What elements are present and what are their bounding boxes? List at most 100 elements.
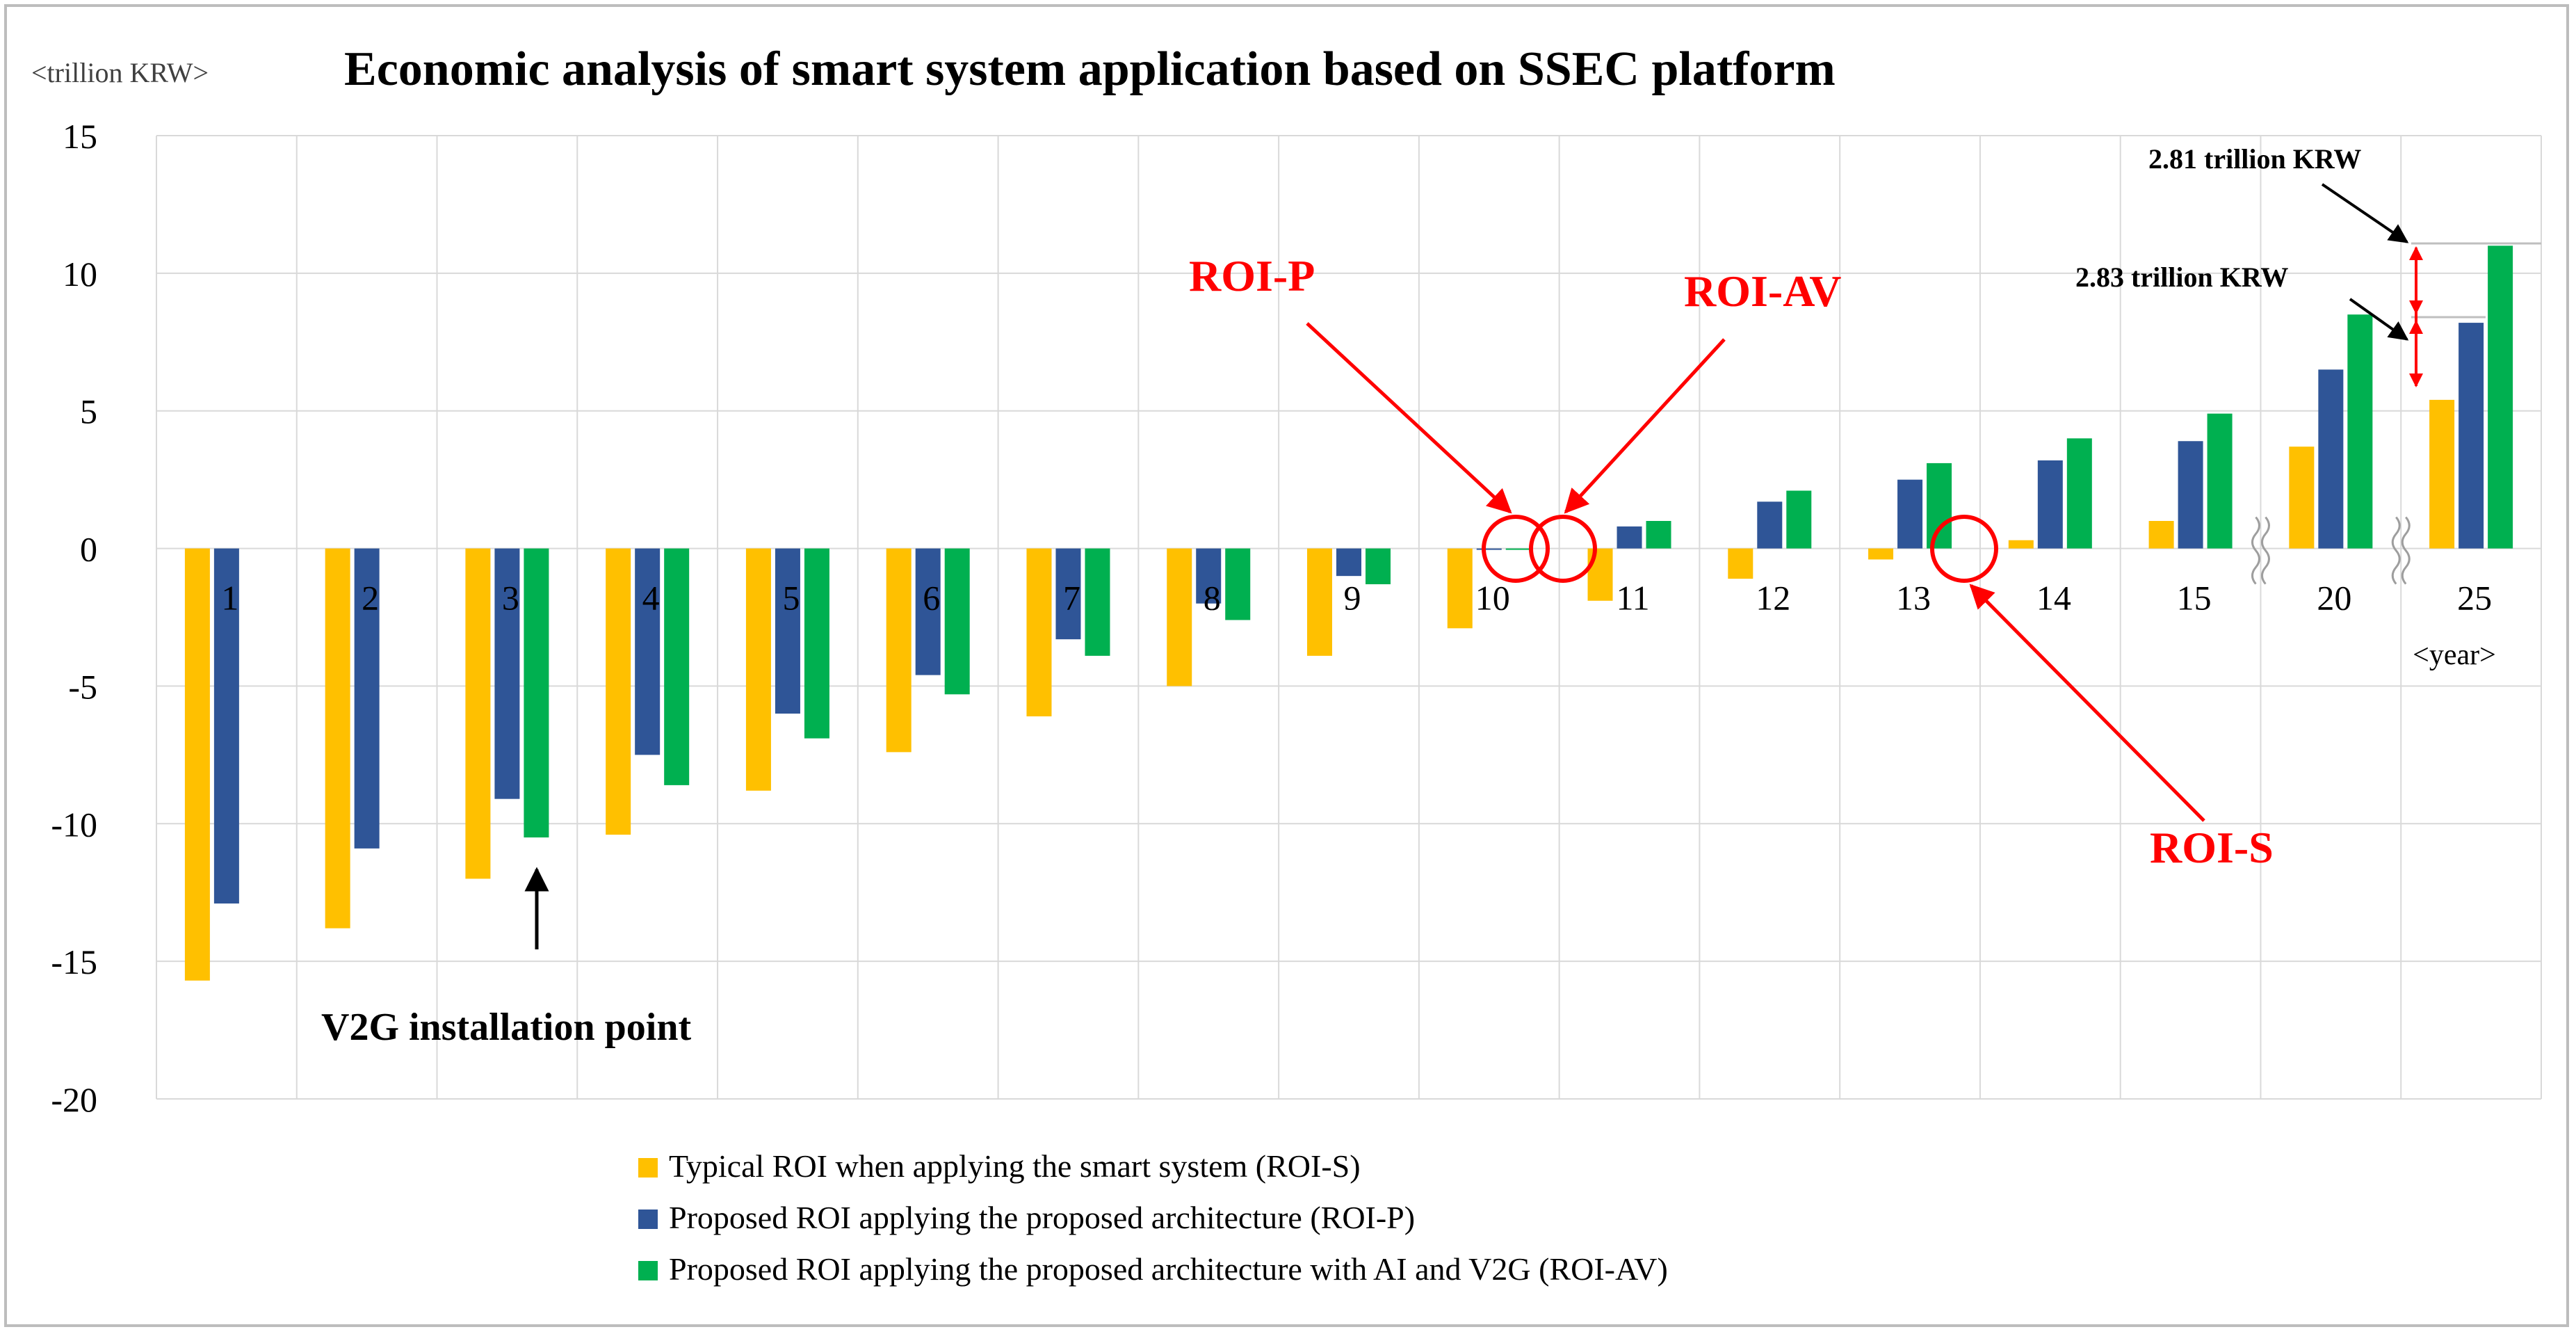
bar-roi-s-year-15 <box>2148 521 2174 549</box>
x-tick-label: 25 <box>2457 579 2492 618</box>
axis-break-mark <box>2401 516 2411 585</box>
roi-s-circle <box>1930 515 1998 583</box>
bar-roi-s-year-2 <box>325 548 350 929</box>
diff-label-2: 2.83 trillion KRW <box>2075 262 2288 293</box>
bar-roi-s-year-3 <box>465 548 491 879</box>
roi-av-circle <box>1529 515 1597 583</box>
x-tick-label: 14 <box>2036 579 2071 618</box>
bar-roi-s-year-6 <box>886 548 912 753</box>
x-tick-label: 11 <box>1616 579 1649 618</box>
bar-roi-s-year-9 <box>1307 548 1332 656</box>
x-tick-label: 6 <box>923 579 940 618</box>
y-axis-ticks: 15 10 5 0 -5 -10 -15 -20 <box>51 117 97 1119</box>
x-tick-label: 9 <box>1344 579 1361 618</box>
v2g-label: V2G installation point <box>321 1006 691 1049</box>
roi-p-arrow <box>1306 322 1512 514</box>
diff-label-1: 2.81 trillion KRW <box>2148 143 2361 175</box>
x-tick-label: 8 <box>1204 579 1221 618</box>
bar-roi-av-year-7 <box>1085 548 1110 656</box>
x-tick-label: 12 <box>1756 579 1790 618</box>
roi-av-label: ROI-AV <box>1684 266 1841 316</box>
bar-roi-av-year-4 <box>664 548 690 785</box>
x-tick-label: 20 <box>2317 579 2351 618</box>
bar-roi-av-year-6 <box>944 548 970 695</box>
chart-title: Economic analysis of smart system applic… <box>344 42 1836 96</box>
legend-swatch-roi-p <box>638 1210 658 1229</box>
bar-roi-p-year-6 <box>915 548 941 675</box>
bar-roi-p-year-5 <box>775 548 800 714</box>
bar-roi-p-year-3 <box>494 548 520 799</box>
y-tick-label: 5 <box>80 392 97 431</box>
y-tick-label: -15 <box>51 942 97 981</box>
y-tick-label: -20 <box>51 1080 97 1119</box>
chart-frame <box>4 4 2569 1327</box>
x-axis-ticks: 1 2 3 4 5 6 7 8 9 10 11 12 13 14 15 20 25 <box>221 579 2492 618</box>
legend: Typical ROI when applying the smart syst… <box>638 1148 1668 1287</box>
bar-roi-av-year-3 <box>524 548 549 838</box>
legend-label-roi-p: Proposed ROI applying the proposed archi… <box>669 1200 1415 1235</box>
bars <box>184 246 2513 981</box>
x-tick-label: 2 <box>362 579 379 618</box>
bar-roi-av-year-13 <box>1927 463 1952 549</box>
roi-p-label: ROI-P <box>1189 251 1315 300</box>
roi-s-label: ROI-S <box>2150 823 2274 872</box>
bar-roi-p-year-8 <box>1196 548 1222 604</box>
bar-roi-av-year-14 <box>2066 438 2092 549</box>
legend-label-roi-s: Typical ROI when applying the smart syst… <box>669 1148 1361 1184</box>
x-tick-label: 3 <box>502 579 519 618</box>
axis-break-mark <box>2391 516 2401 585</box>
bar-roi-av-year-15 <box>2207 413 2233 549</box>
bar-roi-p-year-14 <box>2037 460 2063 549</box>
bar-roi-p-year-7 <box>1055 548 1081 640</box>
x-tick-label: 4 <box>642 579 660 618</box>
bar-roi-p-year-25 <box>2458 323 2484 549</box>
y-axis-label: <trillion KRW> <box>31 57 209 88</box>
bar-roi-p-year-9 <box>1336 548 1361 577</box>
bar-roi-av-year-10 <box>1505 548 1531 550</box>
legend-swatch-roi-av <box>638 1261 658 1280</box>
axis-break-mark <box>2251 516 2260 585</box>
x-tick-label: 15 <box>2177 579 2212 618</box>
bar-roi-p-year-11 <box>1617 526 1642 549</box>
roi-av-arrow <box>1564 338 1726 514</box>
roi-p-circle <box>1482 515 1550 583</box>
bar-roi-av-year-12 <box>1786 490 1812 549</box>
bar-roi-av-year-5 <box>804 548 829 739</box>
bar-roi-av-year-20 <box>2347 314 2373 549</box>
legend-label-roi-av: Proposed ROI applying the proposed archi… <box>669 1251 1668 1287</box>
bar-roi-s-year-11 <box>1587 548 1613 601</box>
bar-roi-p-year-1 <box>213 548 239 904</box>
x-tick-label: 13 <box>1896 579 1931 618</box>
bar-roi-s-year-5 <box>745 548 771 791</box>
x-tick-label: 7 <box>1063 579 1080 618</box>
diff-pointer-2 <box>2349 298 2409 341</box>
bar-roi-s-year-25 <box>2429 399 2455 549</box>
bar-roi-s-year-10 <box>1447 548 1473 629</box>
axis-break-mark <box>2260 516 2270 585</box>
bar-roi-s-year-1 <box>184 548 210 981</box>
y-tick-label: 15 <box>63 117 97 156</box>
bar-roi-av-year-8 <box>1225 548 1251 620</box>
diff-pointer-1 <box>2321 183 2409 243</box>
bar-roi-p-year-13 <box>1897 479 1923 549</box>
bar-roi-s-year-4 <box>606 548 631 835</box>
bar-roi-s-year-8 <box>1167 548 1192 686</box>
y-tick-label: -10 <box>51 805 97 844</box>
bar-roi-s-year-14 <box>2008 540 2034 549</box>
bar-roi-p-year-10 <box>1476 548 1502 550</box>
y-tick-label: 10 <box>63 255 97 294</box>
x-tick-label: 5 <box>782 579 800 618</box>
bar-roi-s-year-7 <box>1026 548 1052 716</box>
x-tick-label: 10 <box>1475 579 1510 618</box>
bar-roi-av-year-11 <box>1646 521 1671 549</box>
bar-roi-p-year-4 <box>635 548 661 755</box>
bar-roi-s-year-13 <box>1868 548 1894 560</box>
bar-roi-p-year-2 <box>354 548 380 849</box>
bar-roi-p-year-20 <box>2318 369 2344 549</box>
axis-breaks <box>2251 516 2411 585</box>
y-tick-label: 0 <box>80 530 97 569</box>
bar-roi-p-year-12 <box>1757 501 1783 549</box>
bar-roi-p-year-15 <box>2178 441 2203 549</box>
gridlines <box>156 135 2542 1100</box>
